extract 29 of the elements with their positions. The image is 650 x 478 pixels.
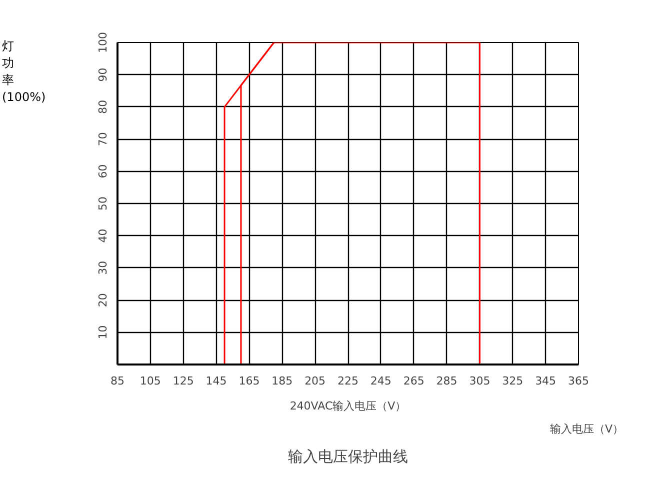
x-tick-label: 205 bbox=[304, 374, 326, 388]
x-tick-label: 125 bbox=[172, 374, 194, 388]
y-tick-label: 20 bbox=[96, 293, 110, 308]
y-tick-label: 100 bbox=[96, 32, 110, 53]
x-tick-label: 185 bbox=[272, 374, 293, 388]
x-tick-label: 265 bbox=[403, 374, 424, 388]
x-tick-label: 325 bbox=[502, 374, 524, 388]
text: 输入电压（V） bbox=[550, 422, 624, 436]
x-tick-label: 85 bbox=[110, 374, 124, 388]
x-axis-title: 240VAC输入电压（V） bbox=[290, 400, 406, 412]
x-tick-label: 225 bbox=[338, 374, 358, 388]
y-tick-label: 80 bbox=[96, 100, 110, 114]
x-tick-label: 105 bbox=[140, 374, 161, 388]
x-tick-label: 345 bbox=[535, 374, 556, 388]
y-tick-label: 50 bbox=[96, 196, 110, 210]
y-tick-label: 30 bbox=[96, 260, 110, 275]
y-tick-label: 70 bbox=[96, 132, 110, 146]
x-tick-label: 245 bbox=[370, 374, 392, 388]
x-tick-label: 365 bbox=[568, 374, 589, 388]
x-tick-label: 145 bbox=[206, 374, 227, 388]
y-axis-title: 灯功率(100%) bbox=[2, 38, 46, 106]
x-tick-label: 285 bbox=[436, 374, 458, 388]
y-tick-label: 90 bbox=[96, 68, 110, 82]
y-tick-label: 40 bbox=[96, 228, 110, 243]
y-tick-label: 10 bbox=[96, 325, 110, 340]
y-tick-label: 60 bbox=[96, 164, 110, 178]
x-tick-label: 165 bbox=[238, 374, 260, 388]
text: 输入电压保护曲线 bbox=[288, 448, 408, 466]
x-tick-label: 305 bbox=[469, 374, 490, 388]
